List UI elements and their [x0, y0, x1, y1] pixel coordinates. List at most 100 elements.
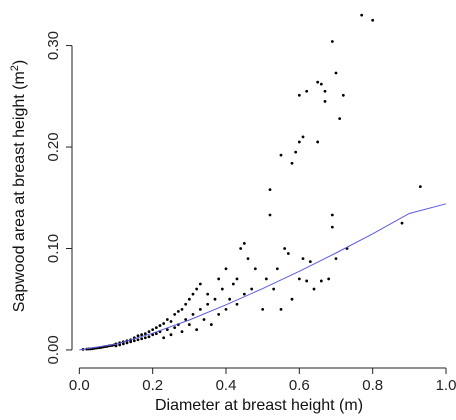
data-point	[319, 279, 323, 283]
data-point	[206, 292, 210, 296]
data-point	[275, 267, 279, 271]
data-point	[169, 333, 173, 337]
data-point	[154, 326, 158, 330]
data-point	[140, 337, 144, 341]
data-point	[129, 340, 133, 344]
data-point	[220, 287, 224, 291]
y-tick-label: 0.20	[45, 132, 62, 161]
y-axis-title-sup: 2	[9, 65, 21, 71]
axes: 0.00 0.10 0.20 0.30 0.0 0.2 0.4 0.6 0.8 1.0	[45, 31, 456, 394]
data-point	[316, 140, 320, 144]
x-tick-label: 0.4	[216, 377, 237, 394]
data-point	[341, 93, 345, 97]
y-tick-label: 0.30	[45, 31, 62, 60]
data-point	[180, 307, 184, 311]
data-point	[246, 257, 250, 261]
data-point	[224, 267, 228, 271]
data-point	[253, 267, 257, 271]
data-point	[118, 343, 122, 347]
data-point	[301, 135, 305, 139]
data-points	[81, 13, 422, 351]
x-tick-label: 1.0	[436, 377, 456, 394]
data-point	[191, 313, 195, 316]
data-point	[165, 318, 169, 321]
data-point	[334, 257, 338, 261]
data-point	[125, 341, 129, 345]
data-point	[279, 153, 283, 157]
data-point	[187, 297, 191, 301]
data-point	[184, 318, 188, 321]
data-point	[140, 333, 144, 337]
data-point	[250, 287, 254, 291]
data-point	[418, 185, 422, 188]
data-point	[330, 213, 334, 217]
x-tick-label: 0.2	[142, 377, 163, 394]
data-point	[132, 339, 136, 343]
x-tick-label: 0.0	[69, 377, 90, 394]
data-point	[162, 336, 166, 340]
data-point	[242, 242, 246, 245]
data-point	[187, 323, 191, 326]
y-axis-title: Sapwood area at breast height (m2)	[9, 60, 28, 312]
data-point	[279, 307, 283, 311]
y-axis-title-tail: )	[11, 60, 28, 65]
data-point	[316, 80, 320, 84]
data-point	[228, 297, 232, 301]
data-point	[195, 328, 199, 332]
data-point	[312, 287, 316, 291]
data-point	[264, 277, 268, 281]
data-point	[290, 161, 294, 165]
data-point	[294, 150, 298, 154]
data-point	[184, 302, 188, 306]
data-point	[261, 307, 265, 311]
data-point	[147, 335, 151, 339]
data-point	[290, 297, 294, 301]
data-point	[121, 342, 125, 346]
data-point	[327, 277, 331, 281]
data-point	[162, 322, 166, 325]
data-point	[180, 330, 184, 334]
data-point	[283, 247, 287, 250]
data-point	[202, 318, 206, 321]
data-point	[297, 93, 301, 97]
data-point	[371, 18, 375, 22]
data-point	[330, 225, 334, 229]
data-point	[323, 89, 327, 93]
data-point	[136, 334, 140, 338]
data-point	[209, 323, 213, 326]
data-point	[235, 302, 239, 306]
data-point	[330, 40, 334, 43]
data-point	[338, 117, 342, 121]
x-tick-label: 0.6	[289, 377, 310, 394]
data-point	[143, 332, 147, 336]
data-point	[173, 326, 177, 330]
data-point	[308, 260, 312, 264]
data-point	[268, 188, 272, 192]
data-point	[268, 213, 272, 217]
data-point	[114, 344, 118, 348]
data-point	[360, 13, 364, 17]
data-point	[206, 302, 210, 306]
data-point	[136, 338, 140, 342]
x-axis-title: Diameter at breast height (m)	[155, 397, 363, 414]
data-point	[147, 330, 151, 334]
x-tick-label: 0.8	[362, 377, 383, 394]
data-point	[195, 287, 199, 291]
y-axis-title-main: Sapwood area at breast height (m	[11, 71, 28, 312]
data-point	[305, 89, 309, 93]
data-point	[272, 287, 276, 291]
data-point	[213, 297, 217, 301]
data-point	[231, 282, 235, 286]
data-point	[158, 324, 162, 327]
data-point	[198, 307, 202, 311]
data-point	[169, 320, 173, 323]
data-point	[235, 277, 239, 281]
y-tick-label: 0.00	[45, 335, 62, 364]
data-point	[286, 252, 290, 255]
data-point	[173, 313, 177, 316]
data-point	[151, 333, 155, 337]
data-point	[217, 313, 221, 316]
y-tick-label: 0.10	[45, 234, 62, 263]
